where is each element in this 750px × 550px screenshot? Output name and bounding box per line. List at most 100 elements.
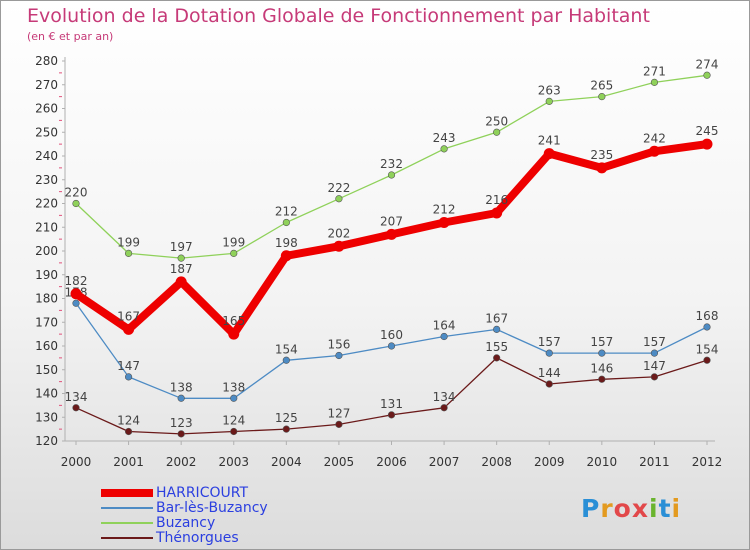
data-label: 216 — [485, 193, 508, 207]
data-label: 155 — [485, 340, 508, 354]
data-label: 134 — [65, 390, 88, 404]
data-label: 199 — [222, 235, 245, 249]
data-label: 157 — [590, 335, 613, 349]
data-point — [650, 349, 659, 357]
x-tick-label: 2003 — [218, 455, 249, 469]
x-tick-label: 2006 — [376, 455, 407, 469]
logo-letter: t — [658, 494, 672, 523]
data-label: 147 — [643, 359, 666, 373]
y-tick-label: 190 — [35, 268, 58, 282]
x-tick-label: 2011 — [639, 455, 670, 469]
data-point — [282, 425, 290, 433]
y-tick-label: 140 — [35, 387, 58, 401]
data-point — [545, 97, 553, 105]
data-point — [230, 394, 238, 402]
data-point — [387, 411, 396, 419]
data-point — [493, 354, 501, 362]
data-label: 245 — [696, 124, 719, 138]
data-point — [386, 228, 397, 240]
data-label: 235 — [590, 148, 613, 162]
data-label: 263 — [538, 83, 561, 97]
data-label: 274 — [696, 57, 719, 71]
data-point — [72, 199, 80, 208]
data-label: 154 — [275, 342, 298, 356]
data-point — [230, 249, 238, 257]
legend-label: HARRICOURT — [156, 485, 248, 501]
y-tick-label: 280 — [35, 54, 58, 68]
data-point — [648, 145, 660, 157]
data-label: 138 — [170, 380, 193, 394]
x-tick-label: 2010 — [587, 455, 618, 469]
legend-item: Thénorgues — [101, 530, 239, 546]
data-point — [703, 356, 711, 364]
data-label: 241 — [538, 134, 561, 148]
data-label: 134 — [433, 390, 456, 404]
data-label: 212 — [433, 203, 456, 217]
y-tick-label: 180 — [35, 292, 58, 306]
data-label: 124 — [222, 414, 245, 428]
logo-letter: x — [631, 494, 649, 523]
data-point — [72, 299, 80, 307]
data-point — [650, 78, 659, 86]
data-point — [387, 171, 396, 179]
data-point — [335, 351, 343, 360]
data-label: 222 — [327, 181, 350, 195]
data-point — [493, 325, 501, 333]
data-point — [335, 420, 343, 428]
logo-letter: r — [600, 494, 614, 523]
data-point — [545, 380, 553, 388]
data-point — [701, 138, 713, 150]
data-point — [387, 342, 396, 350]
x-tick-label: 2000 — [61, 455, 92, 469]
legend-item: Bar-lès-Buzancy — [101, 500, 268, 516]
chart-subtitle: (en € et par an) — [27, 30, 114, 43]
y-tick-label: 150 — [35, 363, 58, 377]
legend-swatch — [101, 522, 153, 524]
data-label: 232 — [380, 157, 403, 171]
data-label: 199 — [117, 235, 140, 249]
data-label: 187 — [170, 262, 193, 276]
data-label: 125 — [275, 411, 298, 425]
data-point — [703, 323, 711, 331]
x-tick-label: 2009 — [534, 455, 565, 469]
data-point — [124, 427, 133, 436]
x-tick-label: 2004 — [271, 455, 302, 469]
data-label: 168 — [696, 309, 719, 323]
data-label: 265 — [590, 79, 613, 93]
data-point — [124, 373, 133, 381]
data-point — [333, 240, 345, 252]
data-point — [440, 332, 448, 341]
legend-item: HARRICOURT — [101, 485, 248, 501]
data-point — [598, 349, 606, 357]
x-tick-label: 2001 — [113, 455, 144, 469]
data-label: 154 — [696, 342, 719, 356]
logo-letter: i — [671, 494, 682, 523]
x-tick-label: 2007 — [429, 455, 460, 469]
chart-axes: 120 130 140 150 160 170 180 190 200 210 220 230 240 2… — [35, 54, 722, 469]
data-label: 182 — [65, 274, 88, 288]
data-point — [123, 323, 135, 335]
data-label: 146 — [590, 361, 613, 375]
data-point — [598, 375, 606, 383]
data-point — [70, 288, 82, 300]
legend-item: Buzancy — [101, 515, 215, 531]
data-point — [438, 217, 450, 228]
y-tick-label: 130 — [35, 410, 58, 424]
data-label: 271 — [643, 64, 666, 78]
y-tick-label: 230 — [35, 173, 58, 187]
y-tick-label: 260 — [35, 102, 58, 116]
data-label: 198 — [275, 236, 298, 250]
data-label: 250 — [485, 114, 508, 128]
legend-label: Buzancy — [156, 515, 216, 531]
data-point — [175, 276, 187, 288]
data-point — [703, 71, 711, 79]
data-label: 147 — [117, 359, 140, 373]
data-point — [72, 404, 80, 412]
logo-letter: o — [613, 494, 632, 523]
y-tick-label: 240 — [35, 149, 58, 163]
data-label: 207 — [380, 214, 403, 228]
legend-label: Thénorgues — [156, 530, 239, 546]
data-label: 197 — [170, 240, 193, 254]
data-point — [228, 328, 240, 340]
data-point — [650, 373, 659, 381]
